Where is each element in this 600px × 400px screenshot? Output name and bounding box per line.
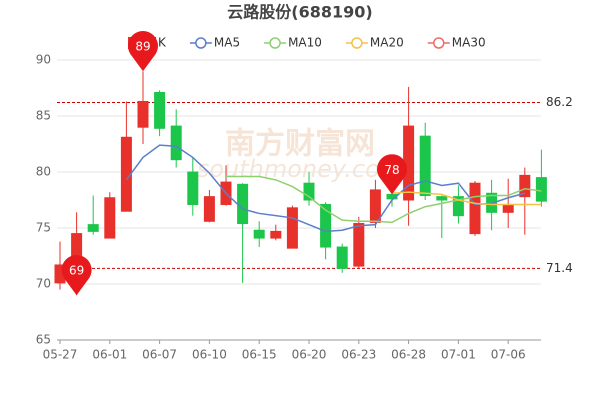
legend-label: MA10 [288, 36, 322, 50]
candle-body [187, 171, 199, 205]
candle-body [286, 207, 298, 249]
annotation-pin [61, 255, 92, 296]
watermark: southmoney.com [197, 155, 403, 183]
watermark: 南方财富网 [225, 127, 375, 162]
annotation-pin [377, 154, 408, 195]
legend-icon [269, 37, 281, 49]
x-tick-label: 07-06 [491, 348, 526, 362]
chart-title: 云路股份(688190) [227, 3, 372, 22]
y-tick-label: 80 [36, 165, 51, 179]
legend-label: MA5 [214, 36, 240, 50]
candle-body [270, 230, 282, 239]
x-tick-label: 06-23 [341, 348, 376, 362]
candle-body [535, 177, 547, 202]
candle-body [137, 100, 149, 128]
candle-body [104, 197, 116, 239]
reference-label: 71.4 [546, 261, 573, 275]
x-tick-label: 06-10 [192, 348, 227, 362]
legend-label: MA30 [452, 36, 486, 50]
candle-body [502, 203, 514, 213]
annotation-pin [128, 31, 159, 72]
candle-body [519, 174, 531, 198]
legend-icon [195, 37, 207, 49]
y-tick-label: 65 [36, 333, 51, 347]
candle-body [170, 125, 182, 161]
x-tick-label: 06-20 [292, 348, 327, 362]
candle-body [320, 203, 332, 248]
candle-body [203, 196, 215, 222]
candle-body [303, 182, 315, 201]
x-tick-label: 06-28 [391, 348, 426, 362]
candle-body [253, 229, 265, 239]
candle-body [154, 91, 166, 129]
legend-icon [351, 37, 363, 49]
candle-body [419, 135, 431, 197]
annotation-label: 69 [69, 264, 84, 278]
candle-body [452, 196, 464, 217]
x-tick-label: 06-15 [242, 348, 277, 362]
candle-body [237, 183, 249, 225]
legend-label: MA20 [370, 36, 404, 50]
ma-line [125, 144, 525, 233]
x-tick-label: 07-01 [441, 348, 476, 362]
legend-icon [433, 37, 445, 49]
y-tick-label: 70 [36, 277, 51, 291]
reference-label: 86.2 [546, 95, 573, 109]
ma-line [391, 191, 542, 206]
y-tick-label: 90 [36, 53, 51, 67]
y-tick-label: 85 [36, 109, 51, 123]
candle-body [369, 189, 381, 223]
annotation-label: 89 [135, 40, 150, 54]
ma-line [226, 175, 542, 224]
candle-body [353, 223, 365, 267]
x-tick-label: 06-07 [142, 348, 177, 362]
annotation-label: 78 [384, 163, 399, 177]
x-tick-label: 05-27 [43, 348, 78, 362]
x-tick-label: 06-01 [92, 348, 127, 362]
candle-body [436, 196, 448, 201]
candle-body [87, 224, 99, 232]
y-tick-label: 75 [36, 221, 51, 235]
candle-body [469, 182, 481, 235]
candle-body [336, 246, 348, 269]
